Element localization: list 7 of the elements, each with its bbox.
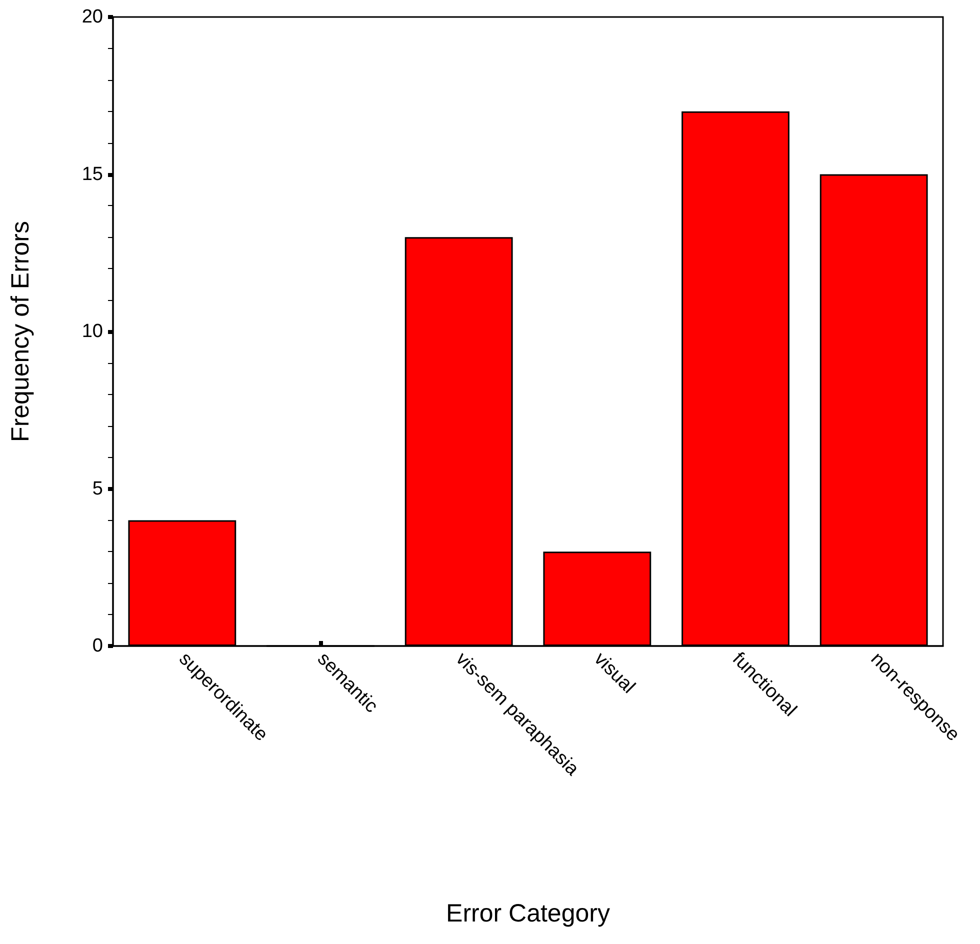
y-tick-label: 0 [92,636,103,656]
y-tick-label: 15 [82,164,103,185]
y-tick-label: 20 [82,6,103,28]
y-axis-title: Frequency of Errors [6,221,34,442]
y-tick-label: 5 [92,478,103,500]
y-tick-label: 10 [82,321,103,342]
x-axis-title: Error Category [446,900,610,928]
